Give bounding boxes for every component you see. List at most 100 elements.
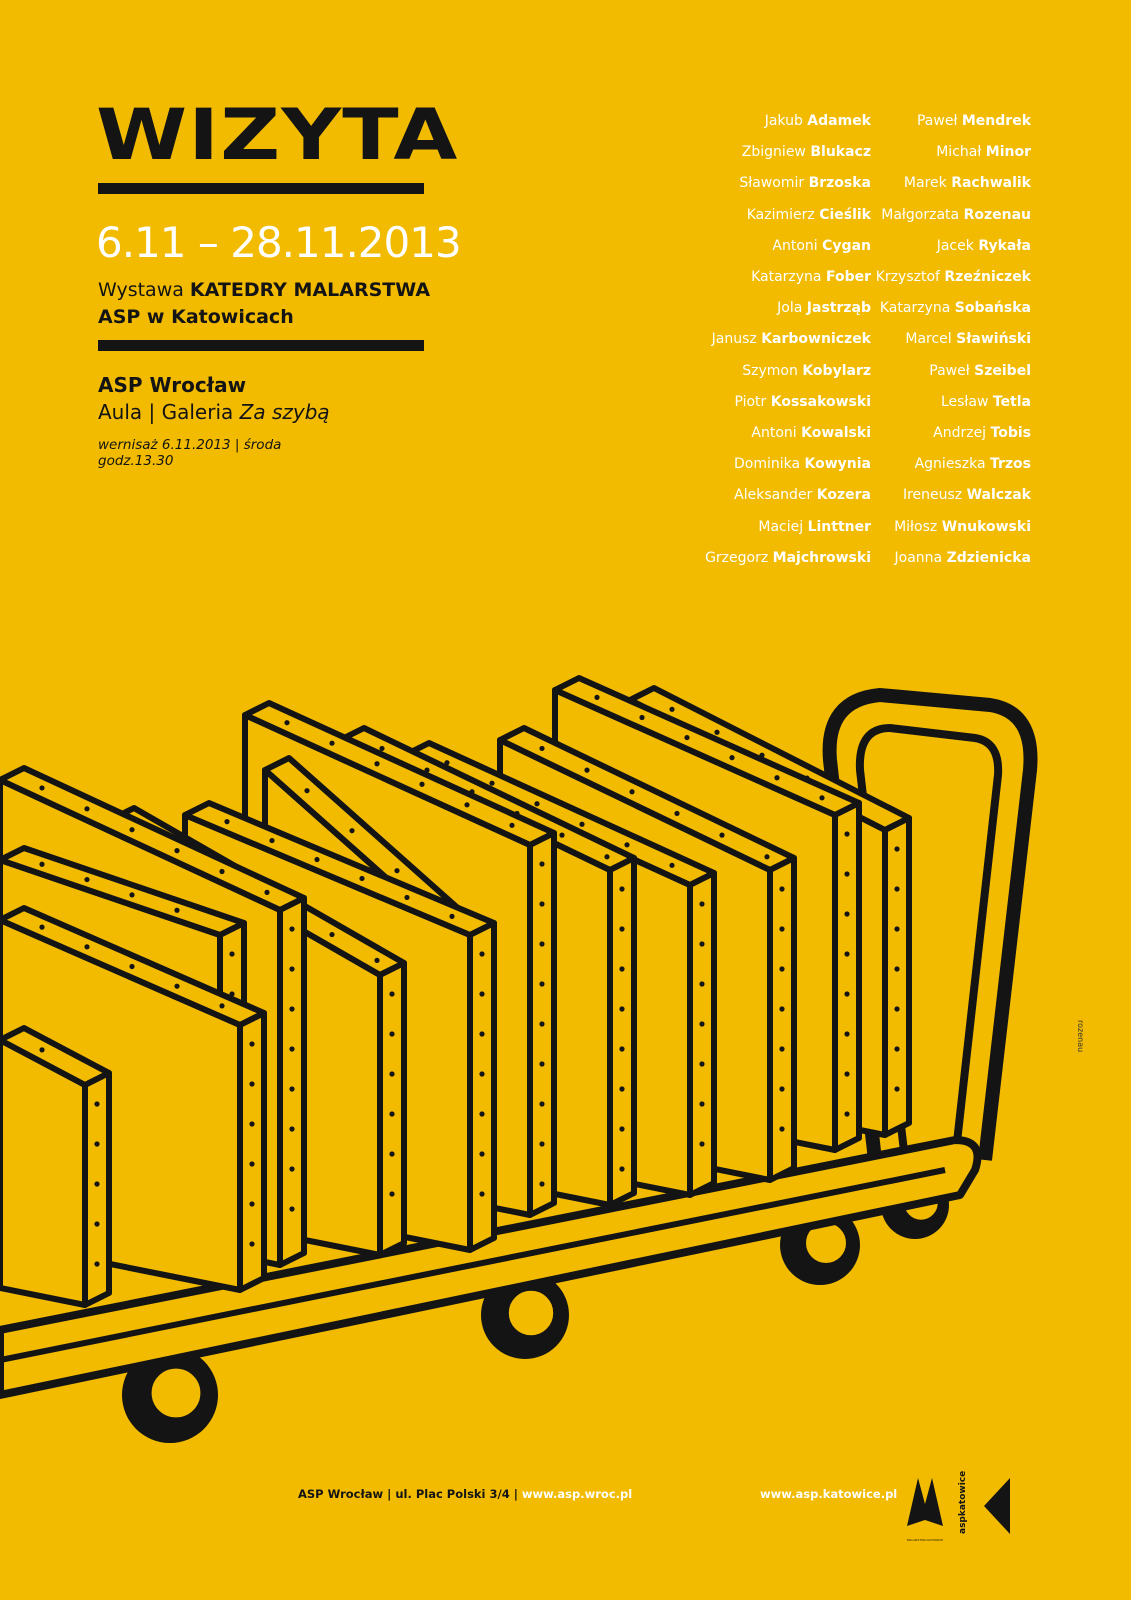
- panel-staple: [894, 846, 900, 852]
- panel-staple: [249, 1161, 255, 1167]
- artist-first-name: Krzysztof: [875, 269, 940, 286]
- artist-name: Paweł Mendrek: [876, 106, 1031, 137]
- artist-name: Dominika Kowynia: [705, 449, 871, 480]
- link-asp-wroc[interactable]: www.asp.wroc.pl: [521, 1487, 633, 1501]
- panel-staple: [219, 868, 225, 875]
- panel-staple: [389, 1031, 395, 1037]
- panel-staple: [699, 981, 705, 987]
- venue-name: ASP Wrocław: [98, 373, 247, 397]
- artist-first-name: Paweł: [916, 113, 958, 129]
- panel-staple: [619, 1166, 625, 1172]
- panel-staple: [289, 966, 295, 972]
- painting-panel-side: [467, 920, 497, 1253]
- panel-staple: [289, 1086, 295, 1092]
- artist-last-name: Brzoska: [808, 175, 871, 192]
- panel-staple: [374, 957, 380, 963]
- cart-wheel-hub: [147, 1364, 205, 1422]
- artist-name: Zbigniew Blukacz: [705, 137, 871, 168]
- panel-staple: [39, 861, 45, 867]
- artist-last-name: Mendrek: [961, 113, 1031, 129]
- artist-last-name: Wnukowski: [941, 518, 1031, 535]
- painting-panel-side: [277, 895, 307, 1268]
- artist-first-name: Zbigniew: [741, 144, 806, 161]
- panel-staple: [894, 966, 900, 972]
- panel-staple: [479, 991, 485, 997]
- panel-staple: [289, 1206, 295, 1212]
- venue: ASP Wrocław Aula | Galeria Za szybą: [98, 372, 330, 426]
- artist-first-name: Szymon: [742, 362, 798, 379]
- panel-staple: [579, 821, 585, 827]
- painting-panel-side: [832, 800, 862, 1153]
- artist-first-name: Dominika: [733, 456, 801, 473]
- painting-panel-side: [607, 855, 637, 1208]
- panel-staple: [229, 951, 235, 957]
- painting-panel-side: [377, 960, 407, 1258]
- artist-name: Grzegorz Majchrowski: [705, 543, 871, 574]
- artist-first-name: Piotr: [734, 393, 767, 410]
- panel-staple: [714, 729, 720, 735]
- panel-staple: [779, 1046, 785, 1052]
- panel-staple: [304, 788, 310, 794]
- artist-last-name: Kowalski: [801, 425, 871, 442]
- venue-gallery: Za szybą: [239, 400, 330, 424]
- artist-first-name: Jola: [777, 300, 803, 317]
- panel-staple: [249, 1121, 255, 1127]
- panel-staple: [219, 1003, 225, 1009]
- panel-staple: [479, 1191, 485, 1197]
- panel-staple: [779, 1006, 785, 1012]
- panel-staple: [349, 828, 355, 834]
- artist-name: Antoni Cygan: [705, 231, 871, 262]
- subtitle-prefix: Wystawa: [98, 279, 190, 301]
- cart-wheel-hub: [504, 1286, 558, 1340]
- panel-staple: [479, 1151, 485, 1157]
- panel-staple: [39, 924, 45, 930]
- painting-panel-side: [237, 1010, 267, 1293]
- panel-staple: [84, 876, 90, 883]
- logo-asp-katowice: aspkatowice: [958, 1471, 1030, 1536]
- artist-last-name: Cygan: [822, 237, 871, 254]
- artist-last-name: Majchrowski: [772, 549, 871, 566]
- panel-staple: [619, 1086, 625, 1092]
- artist-last-name: Walczak: [966, 487, 1031, 504]
- subtitle-line2: ASP w Katowicach: [98, 306, 294, 328]
- link-asp-katowice[interactable]: www.asp.katowice.pl: [760, 1487, 898, 1501]
- panel-staple: [464, 802, 470, 808]
- artist-name: Maciej Linttner: [705, 512, 871, 543]
- panel-staple: [619, 1006, 625, 1012]
- panel-staple: [844, 991, 850, 997]
- panel-staple: [489, 780, 495, 786]
- panel-staple: [539, 745, 545, 752]
- artist-first-name: Sławomir: [739, 175, 805, 192]
- artist-name: Lesław Tetla: [876, 387, 1031, 418]
- panel-staple: [539, 1181, 545, 1187]
- panel-staple: [764, 854, 770, 860]
- panel-staple: [249, 1241, 255, 1247]
- artist-name: Jakub Adamek: [705, 106, 871, 137]
- panel-staple: [619, 1126, 625, 1132]
- panel-staple: [674, 810, 680, 817]
- artist-name: Piotr Kossakowski: [705, 387, 871, 418]
- panel-staple: [94, 1141, 100, 1147]
- panel-staple: [699, 901, 705, 907]
- panel-staple: [539, 1061, 545, 1067]
- footer-address: ASP Wrocław | ul. Plac Polski 3/4 | www.…: [298, 1487, 632, 1501]
- artist-first-name: Jacek: [936, 237, 974, 254]
- artist-name: Miłosz Wnukowski: [876, 512, 1031, 543]
- panel-staple: [894, 1046, 900, 1052]
- panel-staple: [539, 1021, 545, 1027]
- panel-staple: [444, 760, 450, 766]
- panel-staple: [539, 1101, 545, 1107]
- panel-staple: [539, 981, 545, 987]
- painting-panel-side: [82, 1070, 112, 1308]
- panel-staple: [289, 1046, 295, 1052]
- cart-platform-edge: [0, 1167, 946, 1363]
- panel-staple: [479, 1031, 485, 1037]
- panel-staple: [389, 1151, 395, 1157]
- opening-date: wernisaż 6.11.2013 | środa: [98, 437, 282, 453]
- panel-staple: [94, 1261, 100, 1267]
- artist-name: Andrzej Tobis: [876, 418, 1031, 449]
- artist-last-name: Kozera: [816, 487, 871, 504]
- panel-staple: [844, 1031, 850, 1037]
- artist-last-name: Rykała: [978, 237, 1031, 254]
- artist-name: Janusz Karbowniczek: [705, 324, 871, 355]
